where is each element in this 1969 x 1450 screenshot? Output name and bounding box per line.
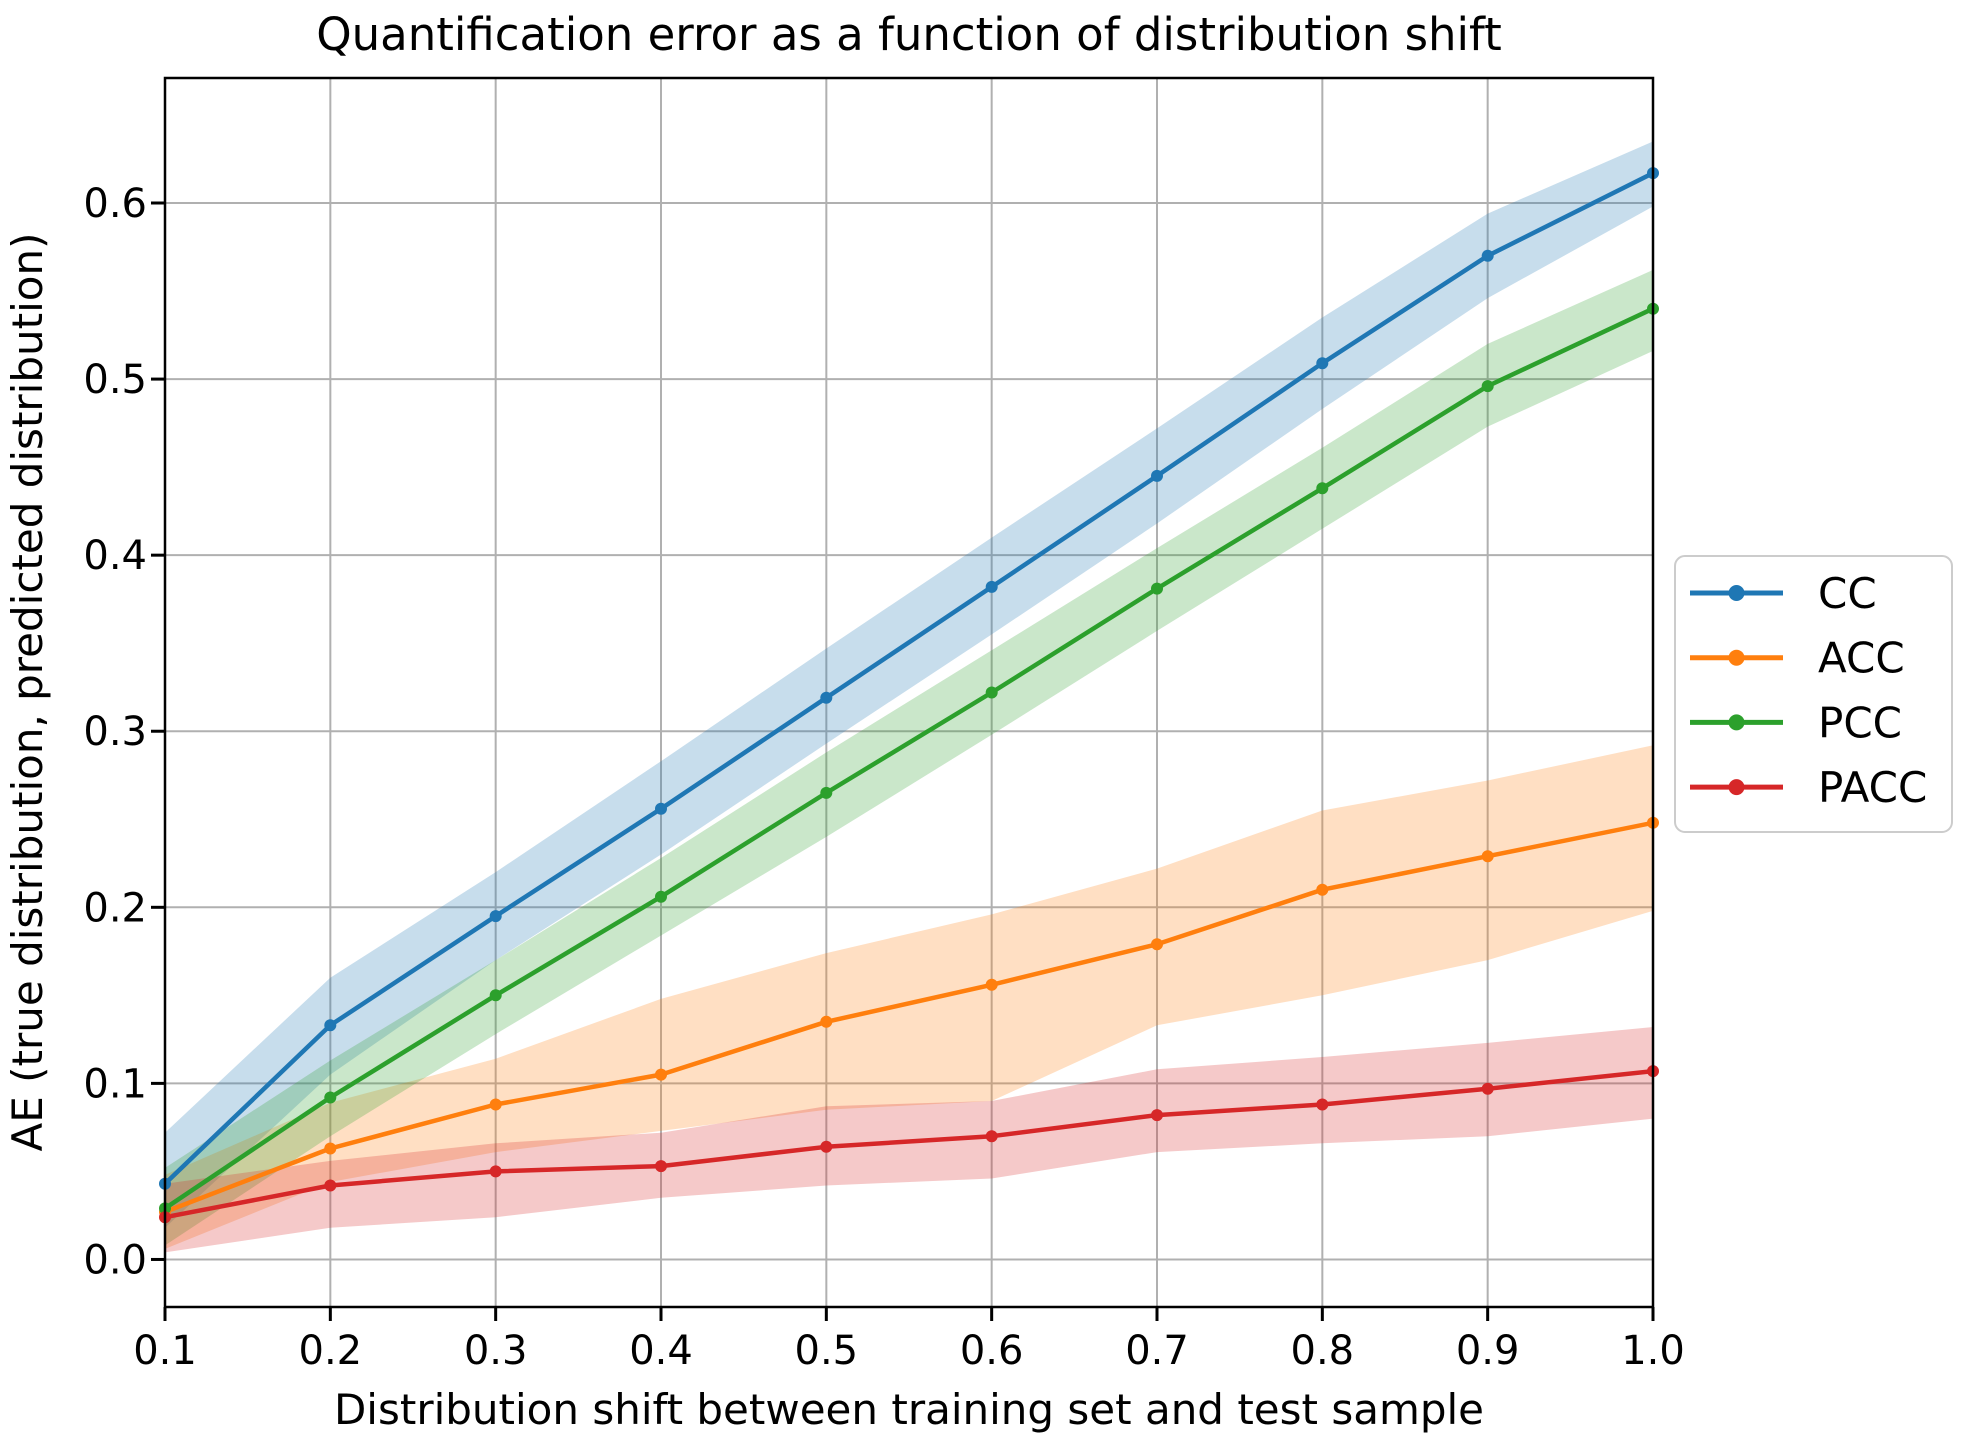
marker-pacc-x0.8 (1316, 1098, 1329, 1111)
confidence-bands (165, 141, 1653, 1253)
marker-cc-x0.5 (820, 691, 833, 704)
legend-marker-pcc (1728, 714, 1745, 731)
marker-cc-x0.2 (324, 1019, 337, 1032)
marker-pacc-x0.4 (655, 1160, 667, 1173)
x-tick-label-0.4: 0.4 (629, 1328, 693, 1374)
chart-title: Quantification error as a function of di… (316, 8, 1502, 61)
y-tick-label-0.6: 0.6 (83, 181, 147, 227)
x-tick-label-0.7: 0.7 (1125, 1328, 1189, 1374)
x-axis-label: Distribution shift between training set … (334, 1385, 1484, 1434)
series-lines (162, 170, 1656, 1220)
marker-pacc-x0.7 (1151, 1109, 1163, 1122)
axis-ticks (151, 201, 1655, 1321)
marker-pacc-x0.5 (820, 1140, 833, 1153)
x-tick-label-1.0: 1.0 (1621, 1328, 1685, 1374)
legend-entry-acc: ACC (1690, 634, 1905, 683)
legend-label-cc: CC (1818, 569, 1877, 618)
x-tick-label-0.9: 0.9 (1456, 1328, 1520, 1374)
marker-pcc-x0.6 (985, 686, 998, 699)
legend-label-pacc: PACC (1818, 763, 1927, 812)
marker-cc-x0.4 (655, 802, 667, 815)
marker-pcc-x0.3 (489, 989, 502, 1002)
x-tick-label-0.2: 0.2 (299, 1328, 363, 1374)
legend-marker-pacc (1728, 779, 1745, 796)
y-tick-label-0.4: 0.4 (83, 533, 147, 579)
marker-cc-x0.9 (1481, 249, 1494, 262)
legend-entry-cc: CC (1690, 569, 1877, 618)
series-line-pcc (162, 306, 1656, 1211)
marker-pacc-x0.6 (985, 1130, 998, 1143)
marker-acc-x0.2 (324, 1142, 337, 1155)
marker-pcc-x0.5 (820, 786, 833, 799)
marker-acc-x0.3 (489, 1098, 502, 1111)
y-tick-label-0.5: 0.5 (83, 357, 147, 403)
y-axis-label: AE (true distribution, predicted distrib… (3, 233, 52, 1152)
marker-acc-x0.4 (655, 1068, 667, 1081)
y-tick-label-0.2: 0.2 (83, 885, 147, 931)
marker-acc-x0.8 (1316, 883, 1329, 896)
marker-pcc-x0.2 (324, 1091, 337, 1104)
legend-label-acc: ACC (1818, 634, 1905, 683)
x-tick-label-0.6: 0.6 (960, 1328, 1024, 1374)
axes-spines (163, 76, 1655, 1309)
legend-box (1674, 555, 1953, 833)
legend-marker-acc (1728, 649, 1745, 666)
legend: CC ACC PCC PACC (1674, 555, 1953, 833)
y-tick-label-0.1: 0.1 (83, 1061, 147, 1107)
marker-cc-x0.7 (1151, 469, 1163, 482)
legend-marker-cc (1728, 585, 1745, 601)
marker-cc-x0.3 (489, 910, 502, 923)
series-line-pacc (162, 1068, 1656, 1220)
marker-pacc-x0.2 (324, 1179, 337, 1192)
marker-cc-x0.8 (1316, 357, 1329, 370)
series-line-acc (162, 820, 1656, 1215)
series-band-acc (165, 745, 1653, 1249)
legend-entry-pcc: PCC (1690, 698, 1902, 747)
marker-acc-x0.7 (1151, 938, 1163, 951)
marker-pcc-x0.4 (655, 890, 667, 903)
x-tick-label-0.1: 0.1 (133, 1328, 197, 1374)
series-markers (159, 167, 1659, 1224)
y-tick-label-0.3: 0.3 (83, 709, 147, 755)
x-tick-label-0.8: 0.8 (1291, 1328, 1355, 1374)
marker-pacc-x0.3 (489, 1165, 502, 1178)
x-tick-label-0.5: 0.5 (795, 1328, 859, 1374)
series-line-cc (162, 170, 1656, 1186)
series-band-cc (165, 141, 1653, 1228)
marker-pacc-x0.9 (1481, 1082, 1494, 1095)
legend-label-pcc: PCC (1818, 698, 1902, 747)
x-tick-label-0.3: 0.3 (464, 1328, 528, 1374)
y-tick-label-0.0: 0.0 (83, 1237, 147, 1283)
marker-acc-x0.9 (1481, 850, 1494, 863)
marker-acc-x0.6 (985, 978, 998, 991)
marker-pcc-x0.8 (1316, 482, 1329, 495)
marker-pcc-x0.9 (1481, 380, 1494, 393)
axis-tick-labels: 0.1 0.2 0.3 0.4 0.5 0.6 0.7 0.8 0.9 1.0 0.0 0.1 0.2 0… (83, 181, 1684, 1374)
marker-acc-x0.5 (820, 1015, 833, 1028)
legend-entry-pacc: PACC (1690, 763, 1927, 812)
marker-cc-x0.6 (985, 580, 998, 593)
marker-pcc-x0.7 (1151, 582, 1163, 595)
